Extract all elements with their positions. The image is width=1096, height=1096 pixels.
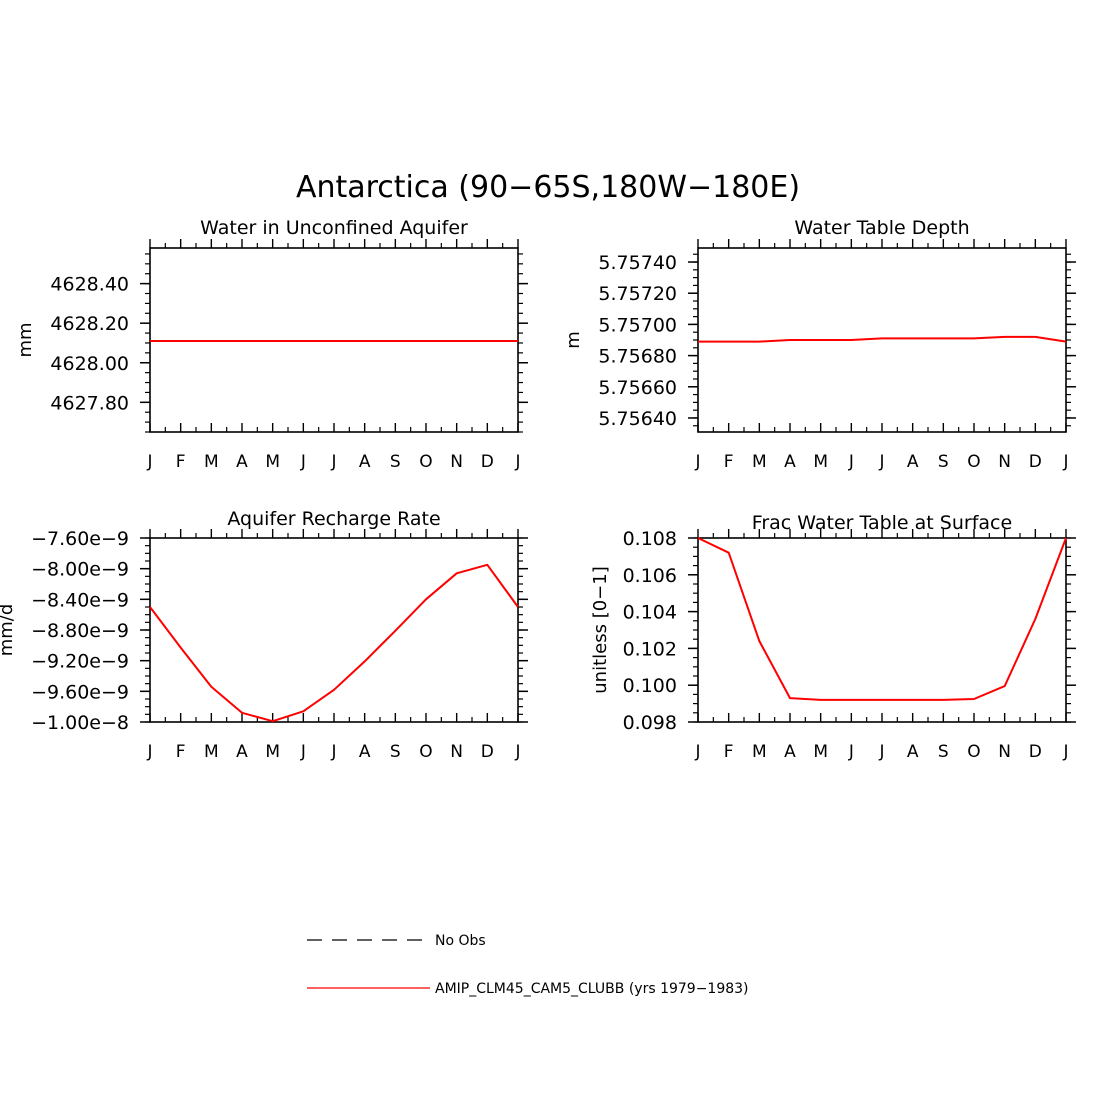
x-tick-label: D — [1029, 742, 1042, 762]
y-tick-label: 0.102 — [623, 638, 677, 660]
main-title: Antarctica (90−65S,180W−180E) — [296, 170, 800, 205]
x-tick-label: O — [967, 452, 980, 472]
plot-frame — [697, 247, 1067, 433]
y-tick-label: −9.60e−9 — [31, 681, 129, 703]
x-tick-label: J — [300, 742, 306, 762]
series-line — [149, 563, 519, 723]
y-tick-label: 5.75640 — [598, 408, 677, 430]
x-tick-label: A — [784, 742, 796, 762]
y-tick-label: 5.75740 — [598, 252, 677, 274]
x-tick-label: N — [450, 742, 463, 762]
x-tick-label: J — [146, 452, 152, 472]
legend-obs-label: No Obs — [435, 933, 486, 949]
x-tick-label: J — [330, 742, 336, 762]
x-tick-label: F — [176, 742, 186, 762]
panel-4: J F M A M J J A S O N D J0.0980.1000.1020.1040.1060.… — [590, 512, 1076, 762]
x-tick-label: J — [694, 452, 700, 472]
y-tick-label: 5.75720 — [598, 283, 677, 305]
panel-3: J F M A M J J A S O N D J−1.00e−8−9.60e−9−9.20e−9−8.… — [0, 508, 528, 762]
x-tick-label: N — [998, 742, 1011, 762]
panel-title: Water Table Depth — [794, 217, 969, 239]
x-tick-label: J — [878, 742, 884, 762]
panel-title: Aquifer Recharge Rate — [227, 508, 440, 530]
x-tick-label: S — [390, 742, 401, 762]
panel-title: Water in Unconfined Aquifer — [200, 217, 468, 239]
x-tick-label: J — [1062, 452, 1068, 472]
x-tick-label: J — [514, 452, 520, 472]
x-tick-label: A — [907, 452, 919, 472]
x-tick-label: S — [938, 452, 949, 472]
y-tick-label: −1.00e−8 — [31, 712, 129, 734]
x-tick-label: M — [752, 452, 767, 472]
x-tick-label: J — [848, 452, 854, 472]
legend: No Obs AMIP_CLM45_CAM5_CLUBB (yrs 1979−1… — [307, 933, 749, 997]
x-tick-label: J — [848, 742, 854, 762]
y-tick-label: −8.00e−9 — [31, 559, 129, 581]
y-tick-label: −9.20e−9 — [31, 651, 129, 673]
x-tick-label: A — [907, 742, 919, 762]
x-tick-label: A — [236, 452, 248, 472]
y-axis-label: mm/d — [0, 604, 17, 657]
x-tick-label: A — [359, 742, 371, 762]
y-tick-label: 0.106 — [623, 565, 677, 587]
x-tick-label: F — [176, 452, 186, 472]
y-axis-label: m — [563, 331, 584, 349]
y-tick-label: 0.100 — [623, 675, 677, 697]
y-tick-label: −7.60e−9 — [31, 528, 129, 550]
x-tick-label: M — [752, 742, 767, 762]
legend-model-label: AMIP_CLM45_CAM5_CLUBB (yrs 1979−1983) — [435, 981, 749, 997]
panels-group: J F M A M J J A S O N D J4627.804628.004628.204628.4… — [0, 217, 1076, 762]
x-tick-label: J — [878, 452, 884, 472]
x-tick-label: J — [330, 452, 336, 472]
panel-1: J F M A M J J A S O N D J4627.804628.004628.204628.4… — [15, 217, 528, 472]
x-tick-label: M — [204, 452, 219, 472]
x-tick-label: M — [265, 452, 280, 472]
panel-title: Frac Water Table at Surface — [752, 512, 1012, 534]
x-tick-label: J — [694, 742, 700, 762]
x-tick-label: J — [300, 452, 306, 472]
x-tick-label: A — [359, 452, 371, 472]
x-tick-label: M — [813, 742, 828, 762]
x-tick-label: D — [481, 742, 494, 762]
y-axis-label: mm — [15, 322, 36, 357]
plot-frame — [697, 537, 1067, 723]
series-line — [698, 335, 1067, 343]
x-tick-label: N — [998, 452, 1011, 472]
y-tick-label: 4628.40 — [50, 274, 129, 296]
x-tick-label: J — [514, 742, 520, 762]
y-tick-label: 4628.00 — [50, 353, 129, 375]
y-tick-label: 5.75680 — [598, 346, 677, 368]
y-tick-label: 0.098 — [623, 712, 677, 734]
x-tick-label: O — [419, 452, 432, 472]
y-tick-label: 5.75700 — [598, 314, 677, 336]
y-tick-label: 5.75660 — [598, 377, 677, 399]
x-tick-label: O — [419, 742, 432, 762]
x-tick-label: F — [724, 742, 734, 762]
y-tick-label: 4628.20 — [50, 313, 129, 335]
x-tick-label: A — [784, 452, 796, 472]
x-tick-label: F — [724, 452, 734, 472]
y-tick-label: −8.80e−9 — [31, 620, 129, 642]
y-axis-label: unitless [0−1] — [590, 566, 611, 693]
y-tick-label: −8.40e−9 — [31, 589, 129, 611]
x-tick-label: M — [813, 452, 828, 472]
panel-2: J F M A M J J A S O N D J5.756405.756605.756805.7570… — [563, 217, 1076, 472]
x-tick-label: S — [938, 742, 949, 762]
y-tick-label: 4627.80 — [50, 392, 129, 414]
x-tick-label: D — [481, 452, 494, 472]
y-tick-label: 0.108 — [623, 528, 677, 550]
x-tick-label: J — [146, 742, 152, 762]
x-tick-label: S — [390, 452, 401, 472]
x-tick-label: A — [236, 742, 248, 762]
y-tick-label: 0.104 — [623, 602, 677, 624]
series-line — [697, 537, 1067, 701]
x-tick-label: M — [265, 742, 280, 762]
x-tick-label: J — [1062, 742, 1068, 762]
plot-frame — [149, 537, 519, 723]
x-tick-label: D — [1029, 452, 1042, 472]
x-tick-label: O — [967, 742, 980, 762]
x-tick-label: N — [450, 452, 463, 472]
x-tick-label: M — [204, 742, 219, 762]
